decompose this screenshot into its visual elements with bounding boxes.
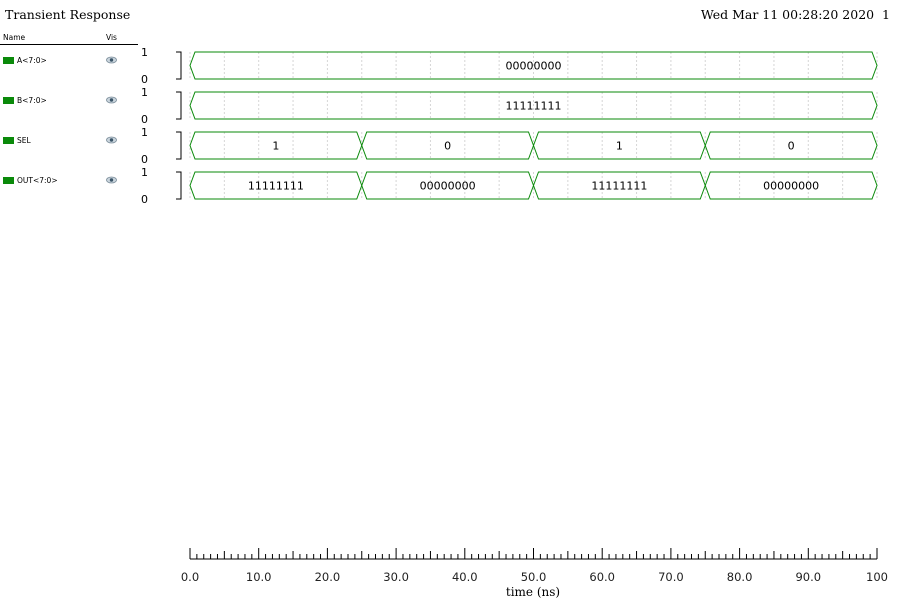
y-level-low: 0 [141,73,148,86]
bus-value-label: 00000000 [763,180,819,193]
y-level-low: 0 [141,113,148,126]
bus-segment [189,51,878,80]
visibility-eye-icon[interactable] [106,96,117,104]
timestamp: Wed Mar 11 00:28:20 2020 1 [700,7,890,22]
y-axis-bracket [176,171,182,200]
x-axis-label: time (ns) [505,585,561,599]
x-tick-label: 80.0 [727,570,753,584]
bus-value-label: 00000000 [420,180,476,193]
y-axis-bracket [176,51,182,80]
bus-value-label: 1 [272,140,279,153]
x-tick-label: 60.0 [589,570,615,584]
legend-row: A<7:0> [0,54,140,68]
legend-row: SEL [0,134,140,148]
y-level-high: 1 [141,46,148,59]
visibility-eye-icon[interactable] [106,176,117,184]
y-level-high: 1 [141,86,148,99]
vis-column-header: Vis [106,33,117,42]
bus-value-label: 11111111 [591,180,647,193]
signal-color-swatch [3,97,14,104]
signal-color-swatch [3,57,14,64]
y-level-low: 0 [141,193,148,206]
x-tick-label: 40.0 [452,570,478,584]
y-level-high: 1 [141,126,148,139]
name-column-header: Name [3,33,26,42]
y-level-low: 0 [141,153,148,166]
x-tick-label: 10.0 [246,570,272,584]
chart-title: Transient Response [5,7,131,22]
y-axis-bracket [176,131,182,160]
bus-segment [704,171,878,200]
signal-name: B<7:0> [17,96,47,105]
x-tick-label: 90.0 [795,570,821,584]
bus-value-label: 00000000 [506,60,562,73]
legend-divider [0,44,138,45]
x-tick-label: 30.0 [383,570,409,584]
signal-name: SEL [17,136,31,145]
y-axis-bracket [176,91,182,120]
x-tick-label: 100 [866,570,888,584]
bus-value-label: 1 [616,140,623,153]
legend-row: B<7:0> [0,94,140,108]
bus-value-label: 0 [444,140,451,153]
x-tick-label: 20.0 [315,570,341,584]
bus-segment [189,91,878,120]
signal-name: A<7:0> [17,56,47,65]
visibility-eye-icon[interactable] [106,56,117,64]
signal-name: OUT<7:0> [17,176,58,185]
legend-row: OUT<7:0> [0,174,140,188]
bus-segment [704,131,878,160]
x-tick-label: 50.0 [521,570,547,584]
visibility-eye-icon[interactable] [106,136,117,144]
signal-color-swatch [3,137,14,144]
y-level-high: 1 [141,166,148,179]
signal-color-swatch [3,177,14,184]
bus-value-label: 0 [788,140,795,153]
bus-value-label: 11111111 [506,100,562,113]
x-tick-label: 70.0 [658,570,684,584]
x-tick-label: 0.0 [181,570,199,584]
bus-value-label: 11111111 [248,180,304,193]
